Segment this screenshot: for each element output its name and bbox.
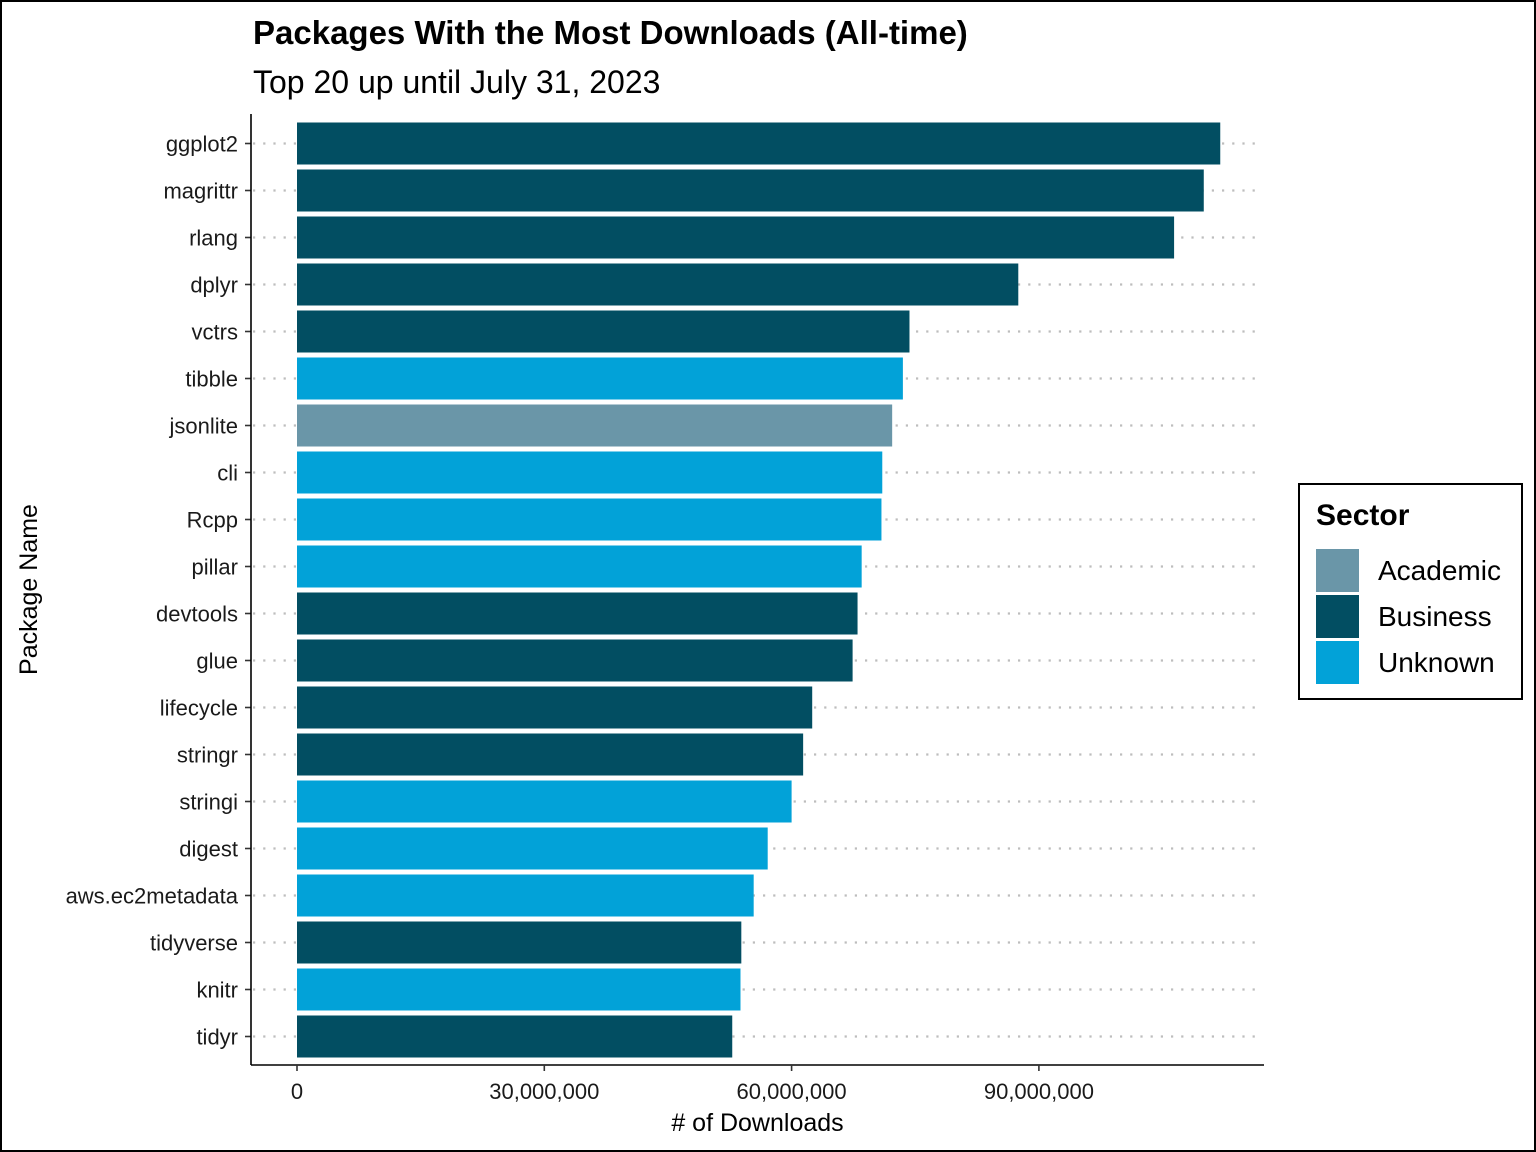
legend-item-academic: Academic: [1316, 549, 1516, 592]
y-tick-label: glue: [196, 649, 238, 674]
legend-title: Sector: [1316, 499, 1410, 532]
y-tick-label: tibble: [185, 367, 238, 392]
bar-rlang: [297, 216, 1175, 259]
y-tick-label: jsonlite: [169, 414, 238, 439]
y-tick-label: vctrs: [192, 320, 238, 345]
legend-swatch-unknown: [1316, 641, 1359, 684]
legend-swatch-business: [1316, 595, 1359, 638]
legend-swatch-academic: [1316, 549, 1359, 592]
y-tick-label: aws.ec2metadata: [66, 884, 239, 909]
y-tick-label: rlang: [189, 226, 238, 251]
bar-cli: [297, 451, 883, 494]
y-tick-label: magrittr: [163, 179, 238, 204]
legend-item-unknown: Unknown: [1316, 641, 1516, 684]
bar-ggplot2: [297, 122, 1221, 165]
bars: [297, 122, 1221, 1058]
y-tick-label: tidyr: [196, 1025, 238, 1050]
bar-rcpp: [297, 498, 882, 541]
legend-item-business: Business: [1316, 595, 1516, 638]
bar-magrittr: [297, 169, 1204, 212]
y-tick-label: dplyr: [190, 273, 238, 298]
bar-tibble: [297, 357, 903, 400]
x-tick-label: 90,000,000: [984, 1079, 1094, 1104]
y-tick-label: ggplot2: [166, 132, 238, 157]
legend-label-business: Business: [1378, 601, 1492, 632]
bar-pillar: [297, 545, 862, 588]
y-tick-label: pillar: [192, 555, 238, 580]
bar-lifecycle: [297, 686, 813, 729]
bar-glue: [297, 639, 853, 682]
y-tick-label: Rcpp: [187, 508, 238, 533]
bar-digest: [297, 827, 768, 870]
y-tick-label: knitr: [196, 978, 238, 1003]
y-tick-label: tidyverse: [150, 931, 238, 956]
bar-stringr: [297, 733, 804, 776]
x-tick-label: 60,000,000: [737, 1079, 847, 1104]
bar-dplyr: [297, 263, 1019, 306]
bar-stringi: [297, 780, 792, 823]
bar-jsonlite: [297, 404, 893, 447]
x-tick-label: 0: [291, 1079, 303, 1104]
x-tick-label: 30,000,000: [489, 1079, 599, 1104]
legend-label-academic: Academic: [1378, 555, 1501, 586]
bar-tidyverse: [297, 921, 742, 964]
legend-label-unknown: Unknown: [1378, 647, 1495, 678]
bar-aws-ec2metadata: [297, 874, 754, 917]
bar-tidyr: [297, 1015, 733, 1058]
y-tick-label: lifecycle: [160, 696, 238, 721]
bar-devtools: [297, 592, 858, 635]
bar-vctrs: [297, 310, 910, 353]
y-tick-label: stringr: [177, 743, 238, 768]
y-tick-label: digest: [179, 837, 238, 862]
chart-title: Packages With the Most Downloads (All-ti…: [253, 14, 968, 51]
x-axis-title: # of Downloads: [671, 1109, 843, 1137]
axes: ggplot2 magrittr rlang dplyr vctrs tibble json…: [66, 114, 1264, 1104]
y-tick-label: devtools: [156, 602, 238, 627]
chart-subtitle: Top 20 up until July 31, 2023: [253, 64, 661, 100]
legend: Sector Academic Business Unknown: [1298, 483, 1523, 700]
bar-knitr: [297, 968, 741, 1011]
y-axis-title: Package Name: [15, 504, 43, 675]
y-tick-label: cli: [217, 461, 238, 486]
y-tick-label: stringi: [179, 790, 238, 815]
